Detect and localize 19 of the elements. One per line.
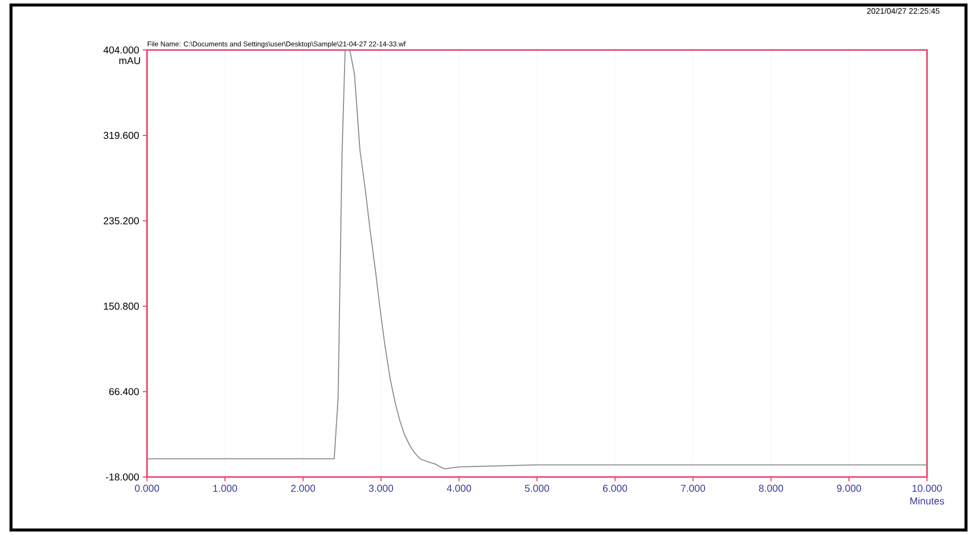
y-tick-label: 66.400 (109, 388, 139, 396)
y-axis-title: mAU (119, 57, 140, 64)
y-tick-label: 235.200 (104, 217, 139, 224)
x-tick-label: 10.000 (912, 484, 942, 492)
x-tick-label: 8.000 (758, 484, 784, 492)
y-tick-label: 404.000 (103, 46, 139, 54)
x-tick-label: 7.000 (681, 484, 706, 492)
x-tick-label: 6.000 (603, 484, 628, 492)
x-tick-label: 4.000 (446, 484, 472, 492)
x-tick-label: 5.000 (524, 484, 550, 492)
x-tick-label: 9.000 (837, 484, 862, 492)
x-tick-label: 2.000 (291, 484, 316, 492)
y-tick-label: 319.600 (104, 132, 139, 139)
x-tick-label: 1.000 (213, 484, 238, 492)
x-tick-label: 0.000 (134, 484, 160, 492)
y-tick-label: -18.000 (106, 473, 139, 481)
x-tick-label: 3.000 (368, 484, 394, 492)
x-axis-title: Minutes (910, 497, 944, 505)
y-tick-label: 150.800 (104, 302, 139, 310)
